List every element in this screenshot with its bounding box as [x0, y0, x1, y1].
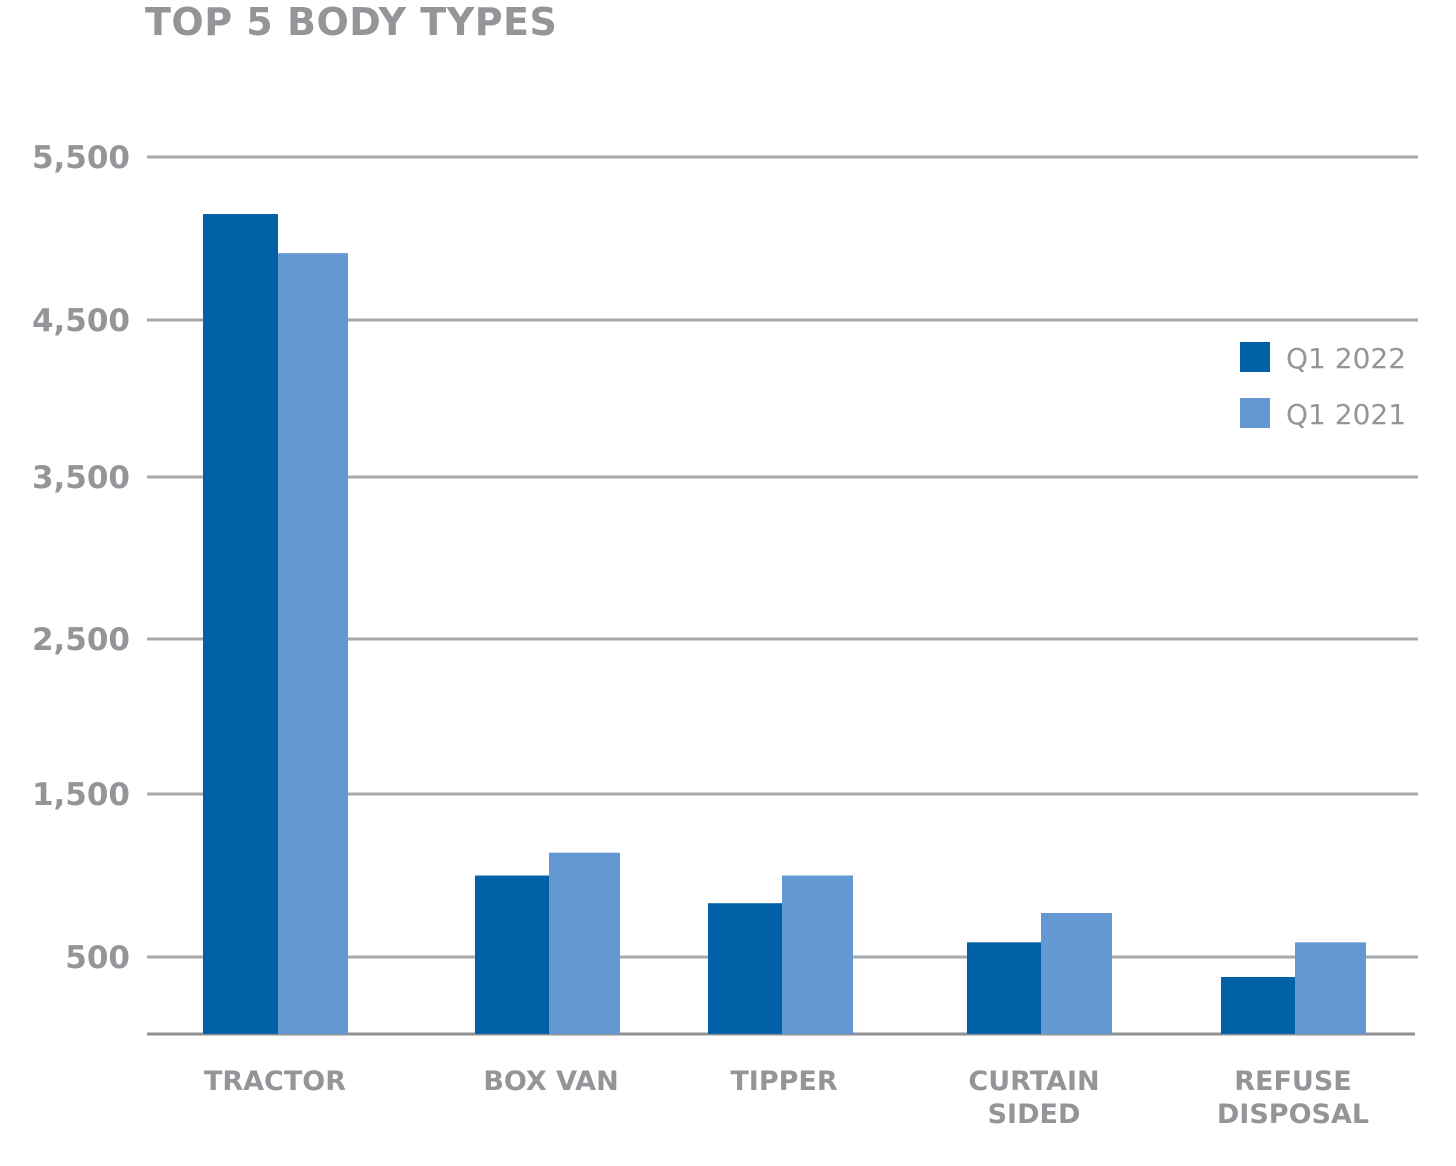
bar — [708, 903, 782, 1034]
y-tick-label: 4,500 — [32, 303, 130, 339]
x-tick-label: SIDED — [988, 1099, 1081, 1130]
bar — [278, 253, 348, 1035]
y-tick-label: 1,500 — [32, 777, 130, 813]
legend-swatch — [1240, 398, 1270, 428]
legend-label: Q1 2022 — [1286, 342, 1406, 375]
bar — [1041, 912, 1112, 1034]
x-tick-label: DISPOSAL — [1217, 1099, 1369, 1130]
bar — [203, 214, 278, 1035]
bar — [967, 942, 1041, 1034]
x-tick-label: TIPPER — [730, 1066, 837, 1097]
y-tick-label: 2,500 — [32, 622, 130, 658]
x-tick-label: CURTAIN — [968, 1066, 1099, 1097]
legend-swatch — [1240, 342, 1270, 372]
bar — [1221, 977, 1295, 1034]
y-tick-label: 500 — [65, 940, 130, 976]
chart-title: TOP 5 BODY TYPES — [145, 0, 558, 44]
bar — [475, 875, 549, 1034]
y-tick-label: 5,500 — [32, 140, 130, 176]
y-tick-label: 3,500 — [32, 460, 130, 496]
x-tick-label: REFUSE — [1234, 1066, 1352, 1097]
bar — [549, 852, 620, 1034]
legend: Q1 2022 Q1 2021 — [1240, 342, 1406, 431]
bar — [782, 875, 853, 1034]
legend-label: Q1 2021 — [1286, 398, 1406, 431]
x-tick-label: BOX VAN — [483, 1066, 618, 1097]
x-tick-label: TRACTOR — [204, 1066, 346, 1097]
bar — [1295, 942, 1366, 1034]
bars — [203, 214, 1366, 1035]
y-axis-labels: 500 1,500 2,500 3,500 4,500 5,500 — [32, 140, 130, 976]
gridlines — [147, 155, 1418, 1036]
